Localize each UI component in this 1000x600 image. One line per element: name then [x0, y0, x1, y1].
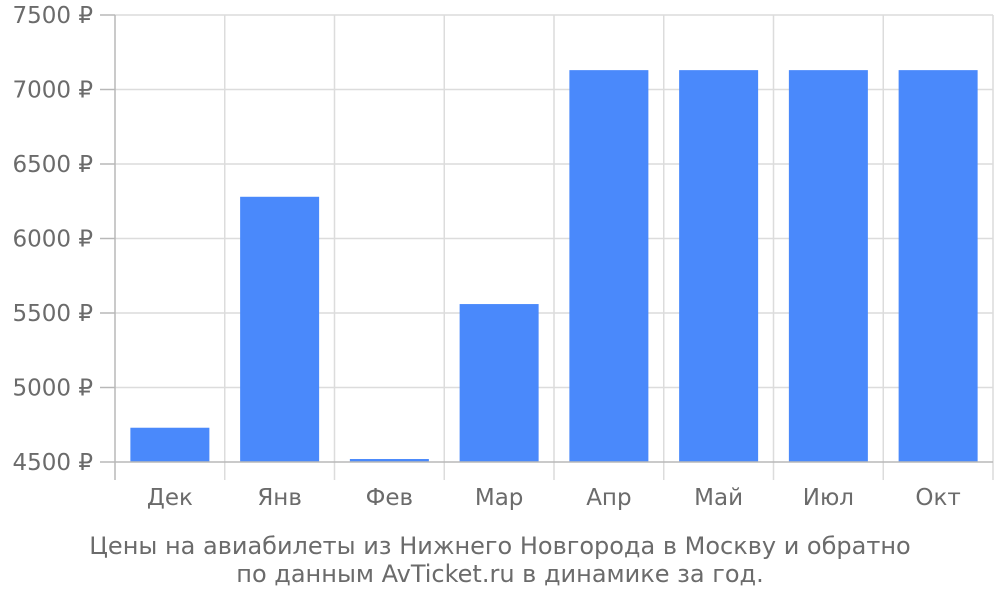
y-tick-label: 7500 ₽: [13, 3, 93, 29]
x-tick-label: Окт: [915, 485, 960, 511]
y-tick-label: 6000 ₽: [13, 227, 93, 253]
bar-3: [349, 459, 429, 462]
labels-layer: 4500 ₽ 5000 ₽ 5500 ₽ 6000 ₽ 6500 ₽ 7000 ₽ 7500…: [13, 3, 961, 511]
y-tick-label: 5000 ₽: [13, 376, 93, 402]
bar-2: [240, 196, 320, 462]
caption-line-1: Цены на авиабилеты из Нижнего Новгорода …: [89, 532, 911, 560]
y-tick-label: 7000 ₽: [13, 78, 93, 104]
bar-chart: 4500 ₽ 5000 ₽ 5500 ₽ 6000 ₽ 6500 ₽ 7000 ₽ 7500…: [13, 3, 994, 511]
chart-caption: Цены на авиабилеты из Нижнего Новгорода …: [0, 532, 1000, 588]
x-tick-label: Мар: [475, 485, 524, 511]
x-tick-label: Июл: [803, 485, 854, 511]
x-tick-label: Дек: [147, 485, 193, 511]
x-tick-label: Янв: [257, 485, 302, 511]
bar-1: [130, 427, 210, 462]
y-tick-label: 4500 ₽: [13, 450, 93, 476]
bars-layer: [130, 70, 978, 462]
bar-7: [788, 70, 868, 462]
bar-5: [569, 70, 649, 462]
bar-6: [679, 70, 759, 462]
x-tick-label: Май: [694, 485, 743, 511]
y-tick-label: 6500 ₽: [13, 152, 93, 178]
axis-layer: [100, 14, 993, 480]
bar-8: [898, 70, 978, 462]
x-tick-label: Фев: [366, 485, 414, 511]
caption-line-2: по данным AvTicket.ru в динамике за год.: [236, 560, 764, 588]
bar-4: [459, 304, 539, 462]
y-tick-label: 5500 ₽: [13, 301, 93, 327]
grid-layer: [115, 14, 994, 480]
x-tick-label: Апр: [586, 485, 631, 511]
